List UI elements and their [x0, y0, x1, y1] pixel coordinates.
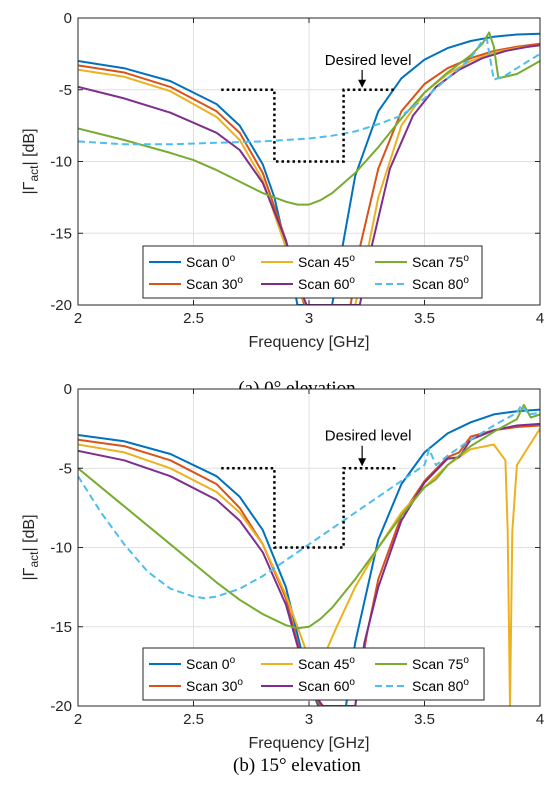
legend: Scan 0o Scan 45o Scan 75o Scan 30o Scan 60o S…	[142, 647, 485, 701]
y-tick-label: -10	[50, 154, 72, 171]
y-axis-label: |Γact| [dB]	[21, 128, 41, 194]
series-line-scan-75	[78, 31, 540, 206]
legend-entry: Scan 80o	[412, 275, 469, 292]
series-line-scan-60	[78, 44, 540, 305]
series-line-scan-45	[78, 428, 540, 706]
y-tick-label: -10	[50, 540, 72, 557]
legend: Scan 0o Scan 45o Scan 75o Scan 30o Scan 60o S…	[142, 245, 483, 299]
legend-entry: Scan 45o	[298, 655, 355, 672]
annotation-text: Desired level	[325, 52, 412, 69]
legend-entry: Scan 45o	[298, 253, 355, 270]
legend-box	[142, 647, 485, 701]
y-tick-label: -20	[50, 297, 72, 314]
x-tick-label: 3.5	[414, 310, 435, 327]
annotation-arrow-head	[358, 458, 367, 467]
chart-panel-2: Desired level 2 2.5 3 3.5 4 0 -5 -10 -15 -20 Freque…	[21, 381, 544, 776]
legend-entry: Scan 80o	[412, 677, 469, 694]
annotation-arrow-head	[358, 79, 367, 88]
x-tick-label: 2.5	[183, 310, 204, 327]
legend-entry: Scan 30o	[186, 275, 243, 292]
series-line-scan-80	[78, 38, 540, 146]
figure-caption: (b) 15° elevation	[233, 755, 361, 776]
legend-entry: Scan 0o	[186, 253, 236, 270]
y-tick-label: -5	[59, 460, 72, 477]
series-line-scan-45	[78, 44, 540, 305]
y-axis-label: |Γact| [dB]	[21, 514, 41, 580]
series-group	[78, 403, 540, 706]
y-tick-label: 0	[64, 10, 72, 27]
series-line-scan-30	[78, 42, 540, 305]
series-line-scan-80	[78, 403, 540, 600]
series-line-scan-0	[78, 408, 540, 706]
y-tick-label: 0	[64, 381, 72, 398]
desired-level-mask	[221, 467, 397, 549]
x-tick-label: 2.5	[183, 711, 204, 728]
series-line-scan-75	[78, 403, 540, 630]
desired-level-mask	[221, 88, 397, 163]
y-tick-label: -15	[50, 619, 72, 636]
x-tick-label: 4	[536, 310, 544, 327]
legend-entry: Scan 75o	[412, 253, 469, 270]
x-tick-label: 4	[536, 711, 544, 728]
legend-entry: Scan 75o	[412, 655, 469, 672]
x-axis-label: Frequency [GHz]	[249, 735, 370, 752]
chart-panel-1: Desired level 2 2.5 3 3.5 4 0 -5 -10 -15 -20 Freque…	[21, 10, 544, 399]
x-tick-label: 3.5	[414, 711, 435, 728]
legend-entry: Scan 0o	[186, 655, 236, 672]
x-axis-label: Frequency [GHz]	[249, 334, 370, 351]
series-line-scan-60	[78, 422, 540, 706]
x-tick-label: 3	[305, 310, 313, 327]
y-tick-label: -15	[50, 225, 72, 242]
x-tick-label: 2	[74, 711, 82, 728]
legend-box	[142, 245, 483, 299]
annotation-text: Desired level	[325, 428, 412, 445]
x-tick-label: 3	[305, 711, 313, 728]
legend-entry: Scan 60o	[298, 275, 355, 292]
series-line-scan-30	[78, 424, 540, 706]
y-tick-label: -5	[59, 82, 72, 99]
legend-entry: Scan 60o	[298, 677, 355, 694]
x-tick-label: 2	[74, 310, 82, 327]
legend-entry: Scan 30o	[186, 677, 243, 694]
y-tick-label: -20	[50, 698, 72, 715]
